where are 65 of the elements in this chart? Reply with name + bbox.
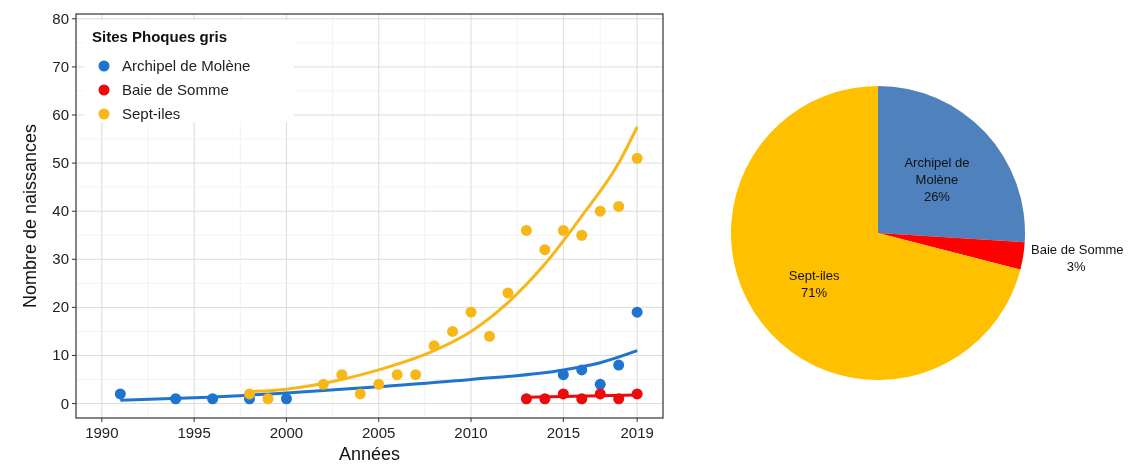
x-tick-label: 2019 bbox=[620, 424, 654, 441]
point bbox=[520, 224, 532, 236]
point bbox=[576, 229, 588, 241]
x-tick-label: 1990 bbox=[85, 424, 119, 441]
y-tick-label: 10 bbox=[52, 346, 69, 364]
point bbox=[317, 378, 329, 390]
point bbox=[594, 205, 606, 217]
point bbox=[594, 388, 606, 400]
y-axis-title: Nombre de naissances bbox=[20, 123, 40, 309]
pie-slice bbox=[878, 86, 1025, 243]
point bbox=[576, 393, 588, 405]
data-label: 26% bbox=[923, 188, 951, 204]
point bbox=[447, 325, 459, 337]
y-tick-label: 40 bbox=[52, 202, 69, 220]
legend-label: Sept-iles bbox=[122, 105, 181, 122]
point bbox=[557, 388, 569, 400]
y-tick-label: 30 bbox=[52, 250, 69, 268]
x-tick-label: 2005 bbox=[362, 424, 396, 441]
point bbox=[576, 364, 588, 376]
y-tick-label: 50 bbox=[52, 154, 69, 172]
legend-label: Baie de Somme bbox=[122, 81, 229, 98]
point bbox=[613, 393, 625, 405]
slice-label: Sept-iles bbox=[788, 267, 840, 283]
point bbox=[391, 369, 403, 381]
point bbox=[613, 200, 625, 212]
point bbox=[280, 393, 292, 405]
point bbox=[428, 340, 440, 352]
point bbox=[631, 306, 643, 318]
point bbox=[483, 330, 495, 342]
legend-title: Sites Phoques gris bbox=[92, 28, 228, 45]
point bbox=[631, 388, 643, 400]
slice-label: Archipel de Molène bbox=[904, 154, 970, 187]
point bbox=[465, 306, 477, 318]
point bbox=[520, 393, 532, 405]
y-tick-label: 0 bbox=[60, 394, 69, 412]
x-axis-title: Années bbox=[338, 444, 401, 464]
pie-slice bbox=[731, 86, 1021, 380]
point bbox=[354, 388, 366, 400]
point bbox=[539, 244, 551, 256]
data-label: 71% bbox=[801, 284, 828, 300]
point bbox=[539, 393, 551, 405]
y-tick-label: 60 bbox=[52, 106, 69, 123]
x-tick-label: 2000 bbox=[269, 424, 304, 441]
point bbox=[373, 378, 385, 390]
point bbox=[207, 393, 219, 405]
pie-slice bbox=[878, 233, 1025, 270]
slice-label: Baie de Somme bbox=[1031, 242, 1124, 258]
x-tick-label: 2015 bbox=[546, 424, 581, 441]
point bbox=[594, 378, 606, 390]
point bbox=[114, 388, 126, 400]
legend-label: Archipel de Molène bbox=[122, 57, 251, 74]
point bbox=[631, 152, 643, 164]
y-tick-label: 80 bbox=[52, 9, 69, 27]
point bbox=[170, 393, 182, 405]
point bbox=[410, 369, 422, 381]
point bbox=[244, 388, 256, 400]
x-tick-label: 1995 bbox=[177, 424, 211, 441]
data-label: 3% bbox=[1066, 259, 1086, 275]
y-tick-label: 70 bbox=[52, 57, 69, 75]
point bbox=[502, 287, 514, 299]
y-tick-label: 20 bbox=[52, 298, 69, 316]
x-tick-label: 2010 bbox=[454, 424, 488, 441]
point bbox=[557, 224, 569, 236]
point bbox=[613, 359, 625, 371]
point bbox=[262, 393, 274, 405]
